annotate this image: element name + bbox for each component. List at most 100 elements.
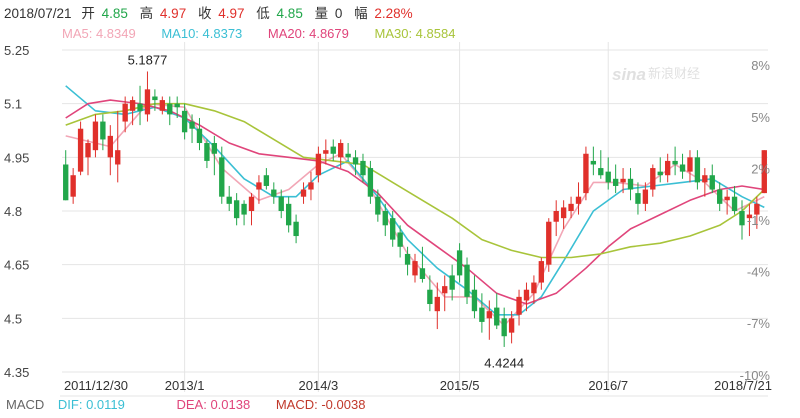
candle: [612, 164, 619, 194]
candle: [367, 160, 374, 204]
right-tick-label: 5%: [751, 110, 770, 125]
candle-body: [612, 178, 619, 186]
candle-body: [159, 100, 166, 111]
candle-body: [70, 175, 76, 197]
low-value: 4.85: [277, 6, 303, 21]
candle: [271, 182, 277, 204]
candle: [263, 168, 270, 190]
y-tick-label: 4.8: [4, 204, 22, 219]
candle: [635, 182, 641, 215]
candle: [144, 71, 151, 122]
candle: [553, 200, 559, 237]
candle-body: [285, 203, 292, 226]
candle: [687, 150, 693, 183]
candle: [159, 96, 166, 115]
candle: [434, 282, 440, 330]
candle: [709, 164, 715, 194]
candle-body: [308, 182, 314, 190]
candle-body: [211, 143, 218, 154]
candle: [308, 171, 314, 201]
candle: [323, 139, 329, 165]
candle-body: [575, 196, 582, 204]
candle: [100, 114, 106, 151]
candle-body: [717, 189, 723, 204]
candle: [390, 211, 396, 247]
candle: [204, 139, 210, 169]
candle: [241, 200, 247, 226]
candle: [508, 311, 515, 344]
candle: [560, 200, 567, 229]
candle-body: [375, 196, 381, 215]
candle: [486, 300, 492, 340]
candle-body: [271, 189, 277, 197]
candle: [590, 146, 597, 176]
candle: [538, 257, 545, 290]
candle-body: [598, 168, 604, 176]
watermark-text: 新浪财经: [648, 66, 700, 81]
candle-body: [508, 318, 515, 333]
x-tick-label: 2013/1: [165, 378, 205, 393]
candle-body: [516, 296, 522, 315]
candle-body: [479, 307, 485, 322]
svg-text:MACD DIF: 0.0119 DEA:: MACD DIF: 0.0119 DEA: 0.0138 MACD: -0.00…: [6, 397, 365, 412]
candle: [107, 125, 113, 176]
candle-body: [754, 203, 760, 215]
candle-body: [241, 203, 247, 215]
candle: [345, 143, 351, 161]
svg-text:MA5: 4.8349 MA10: 4.8373: MA5: 4.8349 MA10: 4.8373 MA20: 4.8679 MA…: [62, 26, 455, 41]
macd-value: MACD: -0.0038: [276, 397, 366, 412]
candle: [583, 146, 589, 201]
candle-body: [219, 157, 225, 197]
candle: [152, 89, 158, 111]
candle: [382, 203, 388, 237]
y-tick-label: 4.35: [4, 365, 29, 380]
candle: [167, 96, 173, 126]
candle: [427, 275, 433, 312]
candle-body: [345, 153, 351, 158]
candle-body: [167, 103, 173, 115]
candle: [63, 150, 69, 201]
candle-body: [338, 143, 344, 158]
svg-text:2018/07/21 开 4.85: 2018/07/21 开 4.85 高 4.97 收 4.97 低 4.85 量…: [4, 5, 413, 21]
horizontal-gridlines: [62, 49, 768, 373]
right-tick-label: 8%: [751, 58, 770, 73]
candle-body: [709, 175, 715, 190]
candle-body: [702, 175, 708, 183]
right-tick-label: -1%: [747, 213, 771, 228]
candle: [664, 153, 671, 183]
candle: [233, 193, 240, 226]
candle-body: [642, 189, 649, 204]
x-tick-label: 2015/5: [440, 378, 480, 393]
candle-body: [367, 168, 374, 197]
candle: [627, 168, 634, 201]
candle: [338, 139, 344, 169]
candle-body: [390, 218, 396, 240]
candle: [419, 246, 426, 283]
ma20-legend: MA20: 4.8679: [268, 26, 349, 41]
volume-label: 量: [315, 6, 329, 21]
candle-body: [315, 153, 322, 176]
candle: [679, 153, 686, 179]
right-tick-label: -4%: [747, 265, 771, 280]
high-annotation: 5.1877: [128, 52, 168, 67]
candle-body: [412, 261, 418, 276]
ma10-legend: MA10: 4.8373: [161, 26, 242, 41]
candle: [642, 182, 649, 211]
candle-body: [761, 150, 767, 194]
right-tick-label: 2%: [751, 161, 770, 176]
candle: [300, 182, 307, 204]
candle-body: [679, 164, 686, 172]
candle-body: [605, 171, 611, 183]
right-tick-label: -7%: [747, 316, 771, 331]
candle-body: [560, 207, 567, 219]
candle-body: [100, 121, 106, 140]
candle-body: [137, 103, 143, 111]
candle: [189, 114, 195, 144]
open-label: 开: [81, 6, 95, 21]
close-value: 4.97: [218, 6, 244, 21]
candle-body: [434, 296, 440, 312]
candle: [598, 150, 604, 179]
y-tick-label: 4.65: [4, 258, 29, 273]
candle: [471, 275, 478, 319]
